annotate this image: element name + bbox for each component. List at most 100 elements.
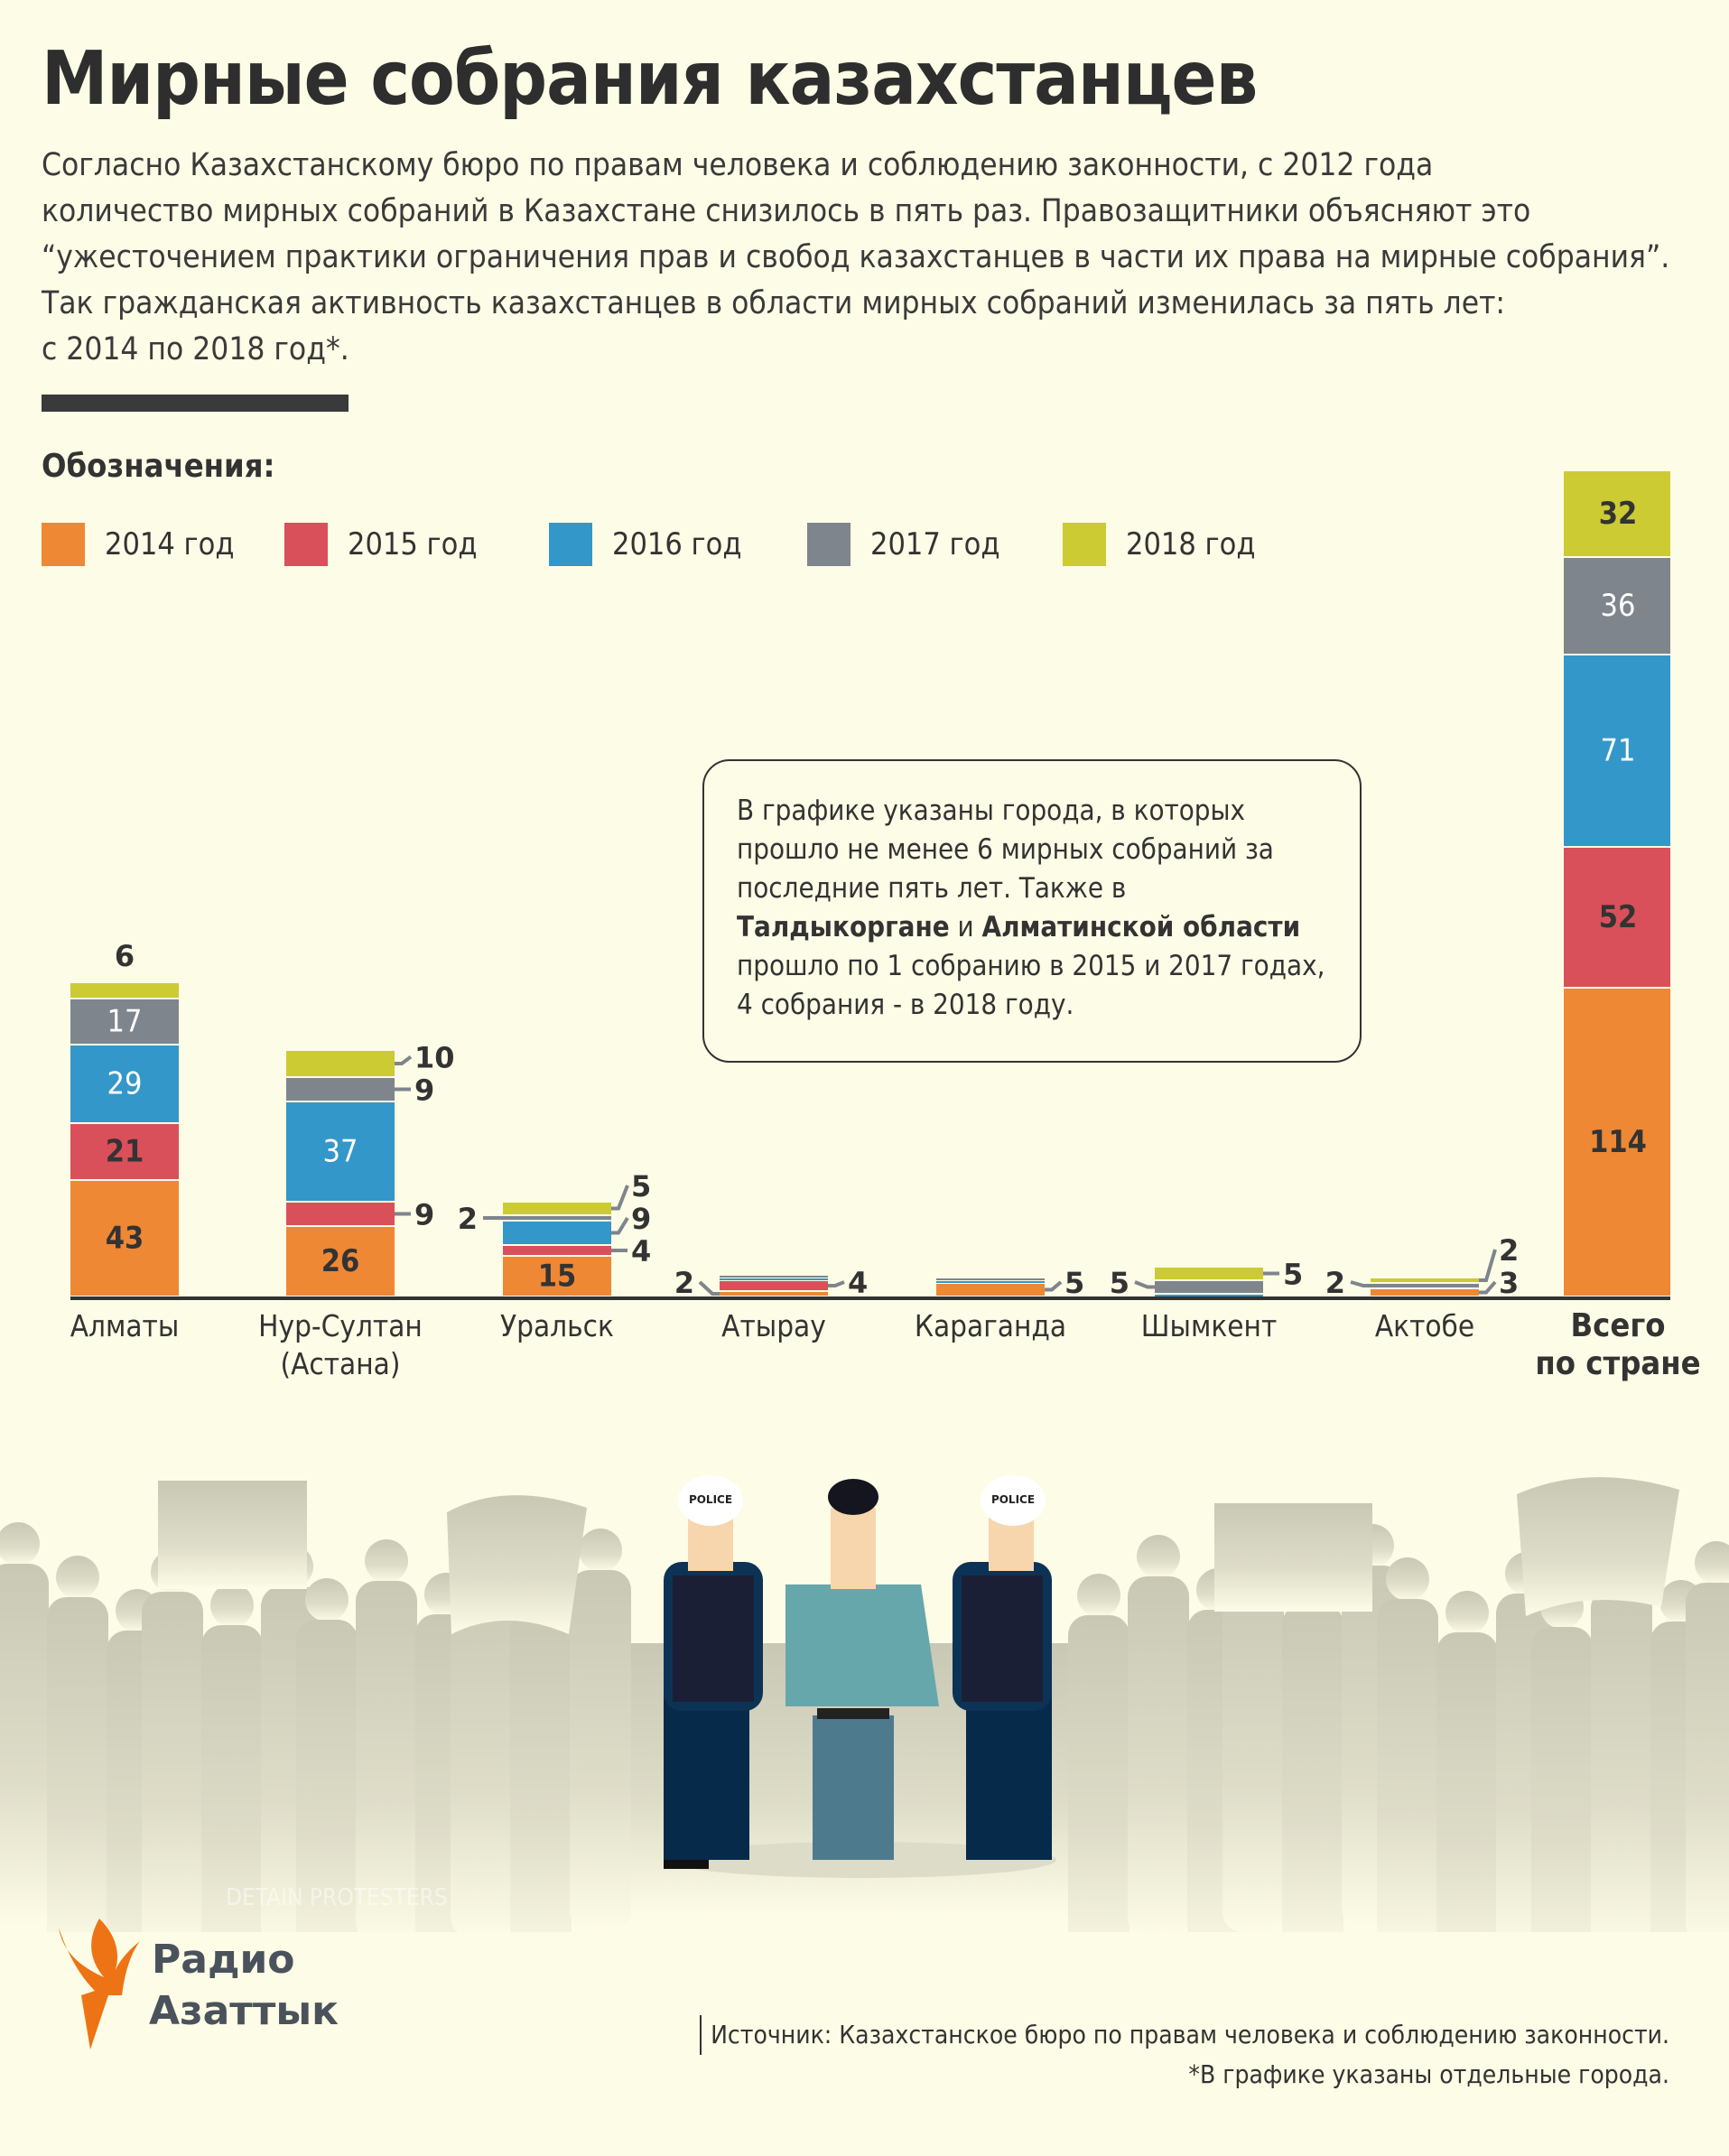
bar-segment-2018: [1371, 1278, 1479, 1282]
callout-text: В графике указаны города, в которых прош…: [737, 795, 1274, 905]
bar-segment-2016: [1155, 1295, 1263, 1296]
bar-segment-2017: [1371, 1284, 1479, 1287]
crowd-person: [1137, 1535, 1180, 1578]
detained-man: [785, 1479, 939, 1860]
logo-line2: Азаттык: [149, 1988, 339, 2034]
crowd-person: [1128, 1576, 1189, 1932]
footnote-line: *В графике указаны отдельные города.: [1188, 2059, 1669, 2089]
data-label: 4: [631, 1234, 651, 1269]
crowd-person: [1377, 1599, 1438, 1932]
data-label: 43: [106, 1221, 144, 1257]
label-leader-line: [1479, 1249, 1497, 1282]
legend-item-2017: 2017 год: [807, 523, 999, 566]
bar-segment-2016: [720, 1278, 828, 1280]
police-officer-right: POLICE: [953, 1475, 1052, 1860]
category-label: Шымкент: [1101, 1307, 1317, 1345]
police-officer-left: POLICE: [664, 1475, 763, 1869]
bar-segment-2018: [286, 1051, 395, 1076]
legend-label: 2017 год: [870, 526, 1000, 562]
legend-item-2016: 2016 год: [549, 523, 741, 566]
crowd-person: [570, 1570, 631, 1931]
bar-segment-2014: [70, 1181, 179, 1296]
bar-segment-2015: [70, 1124, 179, 1179]
legend-swatch: [42, 523, 85, 566]
category-label: Нур-Султан (Астана): [232, 1307, 449, 1383]
label-leader-line: [828, 1280, 845, 1287]
legend-swatch: [807, 523, 851, 566]
data-label: 26: [321, 1243, 360, 1279]
category-label-line: Атырау: [721, 1308, 826, 1343]
intro-line: Так гражданская активность казахстанцев …: [42, 285, 1506, 321]
category-label: Всего по стране: [1510, 1307, 1726, 1383]
legend-swatch: [284, 523, 328, 566]
crowd-person: [356, 1581, 417, 1932]
label-leader-line: [698, 1280, 720, 1296]
label-leader-line: [1350, 1280, 1371, 1287]
bar-segment-2016: [503, 1222, 611, 1244]
crowd-person: [142, 1592, 203, 1932]
legend-swatch: [549, 523, 592, 566]
category-label: Караганда: [882, 1307, 1099, 1345]
bar-segment-2017: [720, 1276, 828, 1278]
category-label-line: по стране: [1535, 1345, 1701, 1382]
illustration-police-detaining-protester: POLICE POLICE DETAIN PROTESTERS: [0, 1475, 1729, 1932]
source-line: Источник: Казахстанское бюро по правам ч…: [700, 2015, 1669, 2055]
data-label: 2: [458, 1202, 478, 1236]
divider: [42, 395, 349, 412]
label-leader-line: [611, 1185, 629, 1211]
data-label: 114: [1589, 1124, 1647, 1160]
category-label-line: Нур-Султан: [258, 1308, 423, 1343]
data-label: 2: [1499, 1233, 1519, 1268]
data-label: 17: [107, 1004, 143, 1040]
bar-segment-2015: [720, 1281, 828, 1290]
crowd-person: [0, 1522, 40, 1566]
bar-segment-2017: [1564, 558, 1670, 654]
label-leader-line: [395, 1055, 413, 1065]
crowd-person: [1531, 1627, 1593, 1932]
bar-segment-2017: [286, 1078, 395, 1101]
radio-azattyk-logo: Радио Азаттык: [54, 1914, 343, 2053]
category-label-line: Всего: [1570, 1307, 1666, 1344]
intro-text: Согласно Казахстанскому бюро по правам ч…: [42, 143, 1721, 373]
crowd-person: [1695, 1541, 1729, 1584]
callout-bold: Алматинской области: [981, 911, 1301, 943]
intro-line: “ужесточением практики ограничения прав …: [42, 239, 1670, 275]
category-label: Атырау: [665, 1307, 882, 1345]
intro-line: Согласно Казахстанскому бюро по правам ч…: [42, 147, 1434, 183]
data-label: 9: [631, 1202, 651, 1236]
bar-segment-2018: [1564, 471, 1670, 556]
bar-segment-2017: [70, 999, 179, 1044]
helmet-text: POLICE: [991, 1493, 1035, 1506]
legend-label: 2014 год: [105, 526, 235, 562]
callout-text: прошло по 1 собранию в 2015 и 2017 годах…: [737, 950, 1325, 1021]
data-label: 6: [115, 939, 135, 973]
crowd-person: [201, 1625, 263, 1932]
bar-segment-2018: [503, 1203, 611, 1214]
bar-segment-2015: [1564, 848, 1670, 987]
legend-item-2015: 2015 год: [284, 523, 477, 566]
crowd-person: [305, 1578, 349, 1622]
category-label-line: (Астана): [280, 1346, 401, 1381]
data-label: 15: [538, 1259, 577, 1295]
crowd-person: [1282, 1604, 1343, 1932]
bar-segment-2015: [286, 1203, 395, 1225]
intro-line: количество мирных собраний в Казахстане …: [42, 193, 1531, 229]
crowd-person: [296, 1620, 358, 1932]
data-label: 10: [414, 1041, 455, 1075]
bar-segment-2017: [1155, 1281, 1263, 1293]
bar-segment-2017: [936, 1278, 1045, 1280]
faint-caption: DETAIN PROTESTERS: [226, 1884, 448, 1911]
data-label: 2: [674, 1266, 694, 1300]
legend-label: 2015 год: [348, 526, 478, 562]
crowd-person: [1068, 1615, 1129, 1932]
category-label-line: Шымкент: [1140, 1308, 1278, 1343]
page-title: Мирные собрания казахстанцев: [42, 36, 1258, 122]
data-label: 29: [107, 1066, 143, 1102]
data-label: 2: [1325, 1266, 1345, 1300]
crowd-person: [1591, 1588, 1652, 1932]
bar-segment-2018: [1155, 1268, 1263, 1279]
crowd-person: [510, 1609, 572, 1932]
data-label: 52: [1599, 899, 1638, 935]
bar-segment-2014: [1371, 1289, 1479, 1296]
